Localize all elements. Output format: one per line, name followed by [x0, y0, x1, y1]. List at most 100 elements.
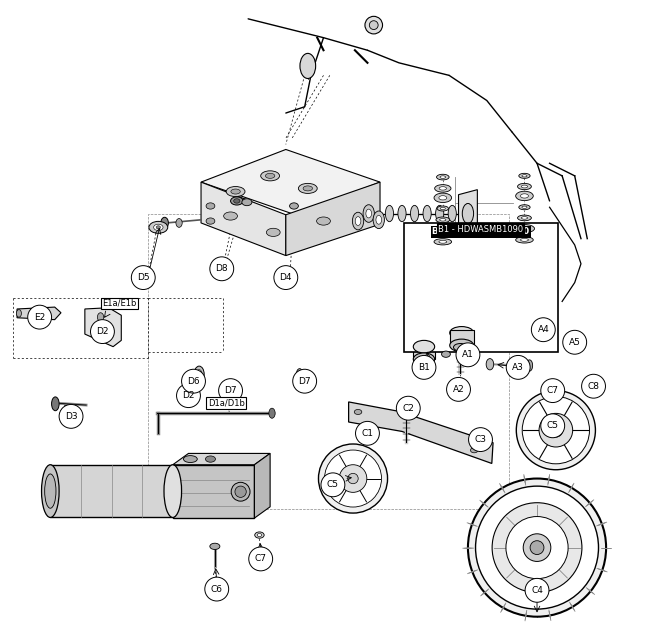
Ellipse shape: [545, 386, 551, 390]
Ellipse shape: [210, 543, 220, 550]
Ellipse shape: [355, 217, 361, 225]
Ellipse shape: [434, 239, 452, 245]
Ellipse shape: [353, 212, 364, 230]
Ellipse shape: [206, 218, 215, 224]
Ellipse shape: [518, 215, 531, 221]
Ellipse shape: [469, 435, 489, 447]
Ellipse shape: [196, 369, 202, 379]
Ellipse shape: [539, 413, 573, 447]
Polygon shape: [17, 307, 61, 320]
Circle shape: [446, 377, 470, 401]
Ellipse shape: [518, 183, 531, 190]
Polygon shape: [286, 182, 380, 256]
Ellipse shape: [519, 173, 530, 178]
Ellipse shape: [454, 344, 467, 351]
Ellipse shape: [296, 369, 303, 379]
Ellipse shape: [516, 192, 533, 201]
Ellipse shape: [468, 479, 606, 617]
Ellipse shape: [435, 205, 444, 222]
Ellipse shape: [156, 226, 160, 229]
Ellipse shape: [439, 241, 447, 243]
Ellipse shape: [436, 217, 450, 223]
Text: C2: C2: [402, 404, 414, 413]
Text: D2: D2: [182, 391, 195, 400]
Ellipse shape: [98, 322, 104, 331]
Ellipse shape: [437, 206, 448, 211]
Ellipse shape: [410, 205, 419, 222]
Ellipse shape: [230, 197, 243, 205]
Text: D6: D6: [187, 377, 200, 386]
Text: D1a/D1b: D1a/D1b: [208, 399, 245, 408]
Text: D5: D5: [137, 273, 149, 282]
Circle shape: [456, 343, 480, 367]
Circle shape: [248, 547, 272, 571]
Ellipse shape: [16, 310, 21, 317]
Ellipse shape: [413, 340, 435, 353]
Ellipse shape: [470, 448, 478, 453]
Text: A1: A1: [462, 350, 474, 359]
Ellipse shape: [365, 16, 382, 34]
Ellipse shape: [450, 327, 474, 339]
Circle shape: [468, 428, 492, 452]
Circle shape: [397, 396, 420, 420]
Text: D2: D2: [96, 327, 109, 336]
Ellipse shape: [519, 205, 530, 210]
Text: A5: A5: [569, 338, 580, 347]
Ellipse shape: [231, 189, 240, 194]
Ellipse shape: [523, 534, 551, 561]
Circle shape: [59, 404, 83, 428]
Ellipse shape: [190, 384, 194, 392]
Circle shape: [356, 421, 379, 445]
Ellipse shape: [226, 379, 232, 389]
Ellipse shape: [261, 171, 280, 181]
Text: A4: A4: [538, 325, 549, 334]
Circle shape: [131, 266, 155, 290]
Ellipse shape: [267, 229, 280, 236]
Polygon shape: [349, 402, 493, 463]
Ellipse shape: [516, 391, 595, 470]
Ellipse shape: [366, 209, 371, 218]
Circle shape: [506, 355, 530, 379]
Polygon shape: [459, 190, 477, 237]
Polygon shape: [201, 182, 286, 256]
Ellipse shape: [325, 450, 382, 507]
Ellipse shape: [194, 366, 204, 382]
Bar: [450, 330, 474, 345]
Ellipse shape: [255, 532, 264, 538]
Circle shape: [28, 305, 52, 329]
Text: D7: D7: [225, 386, 237, 395]
Text: D3: D3: [65, 412, 78, 421]
Circle shape: [582, 374, 606, 398]
Bar: [413, 345, 435, 359]
Ellipse shape: [522, 175, 527, 177]
Ellipse shape: [435, 185, 451, 192]
Ellipse shape: [98, 313, 104, 322]
Text: A3: A3: [512, 363, 524, 372]
Ellipse shape: [398, 205, 406, 222]
Ellipse shape: [448, 205, 456, 222]
Polygon shape: [173, 453, 270, 465]
Ellipse shape: [492, 502, 582, 593]
Bar: [50, 465, 173, 517]
Ellipse shape: [450, 339, 474, 352]
Ellipse shape: [258, 534, 261, 536]
Text: B1 - HDWASMB1090: B1 - HDWASMB1090: [432, 227, 529, 236]
Circle shape: [541, 414, 565, 438]
Ellipse shape: [506, 516, 568, 579]
Ellipse shape: [184, 455, 197, 462]
Ellipse shape: [363, 205, 375, 222]
Text: E2: E2: [34, 313, 45, 322]
Text: D4: D4: [280, 273, 292, 282]
Ellipse shape: [413, 353, 435, 365]
Ellipse shape: [303, 186, 313, 191]
Ellipse shape: [439, 187, 446, 190]
Ellipse shape: [298, 183, 317, 193]
Ellipse shape: [376, 215, 382, 224]
Bar: [148, 214, 509, 509]
Text: C3: C3: [474, 435, 487, 444]
Ellipse shape: [265, 173, 275, 178]
Circle shape: [91, 320, 115, 344]
Text: A2: A2: [453, 385, 465, 394]
Ellipse shape: [474, 438, 484, 444]
Circle shape: [541, 379, 565, 403]
